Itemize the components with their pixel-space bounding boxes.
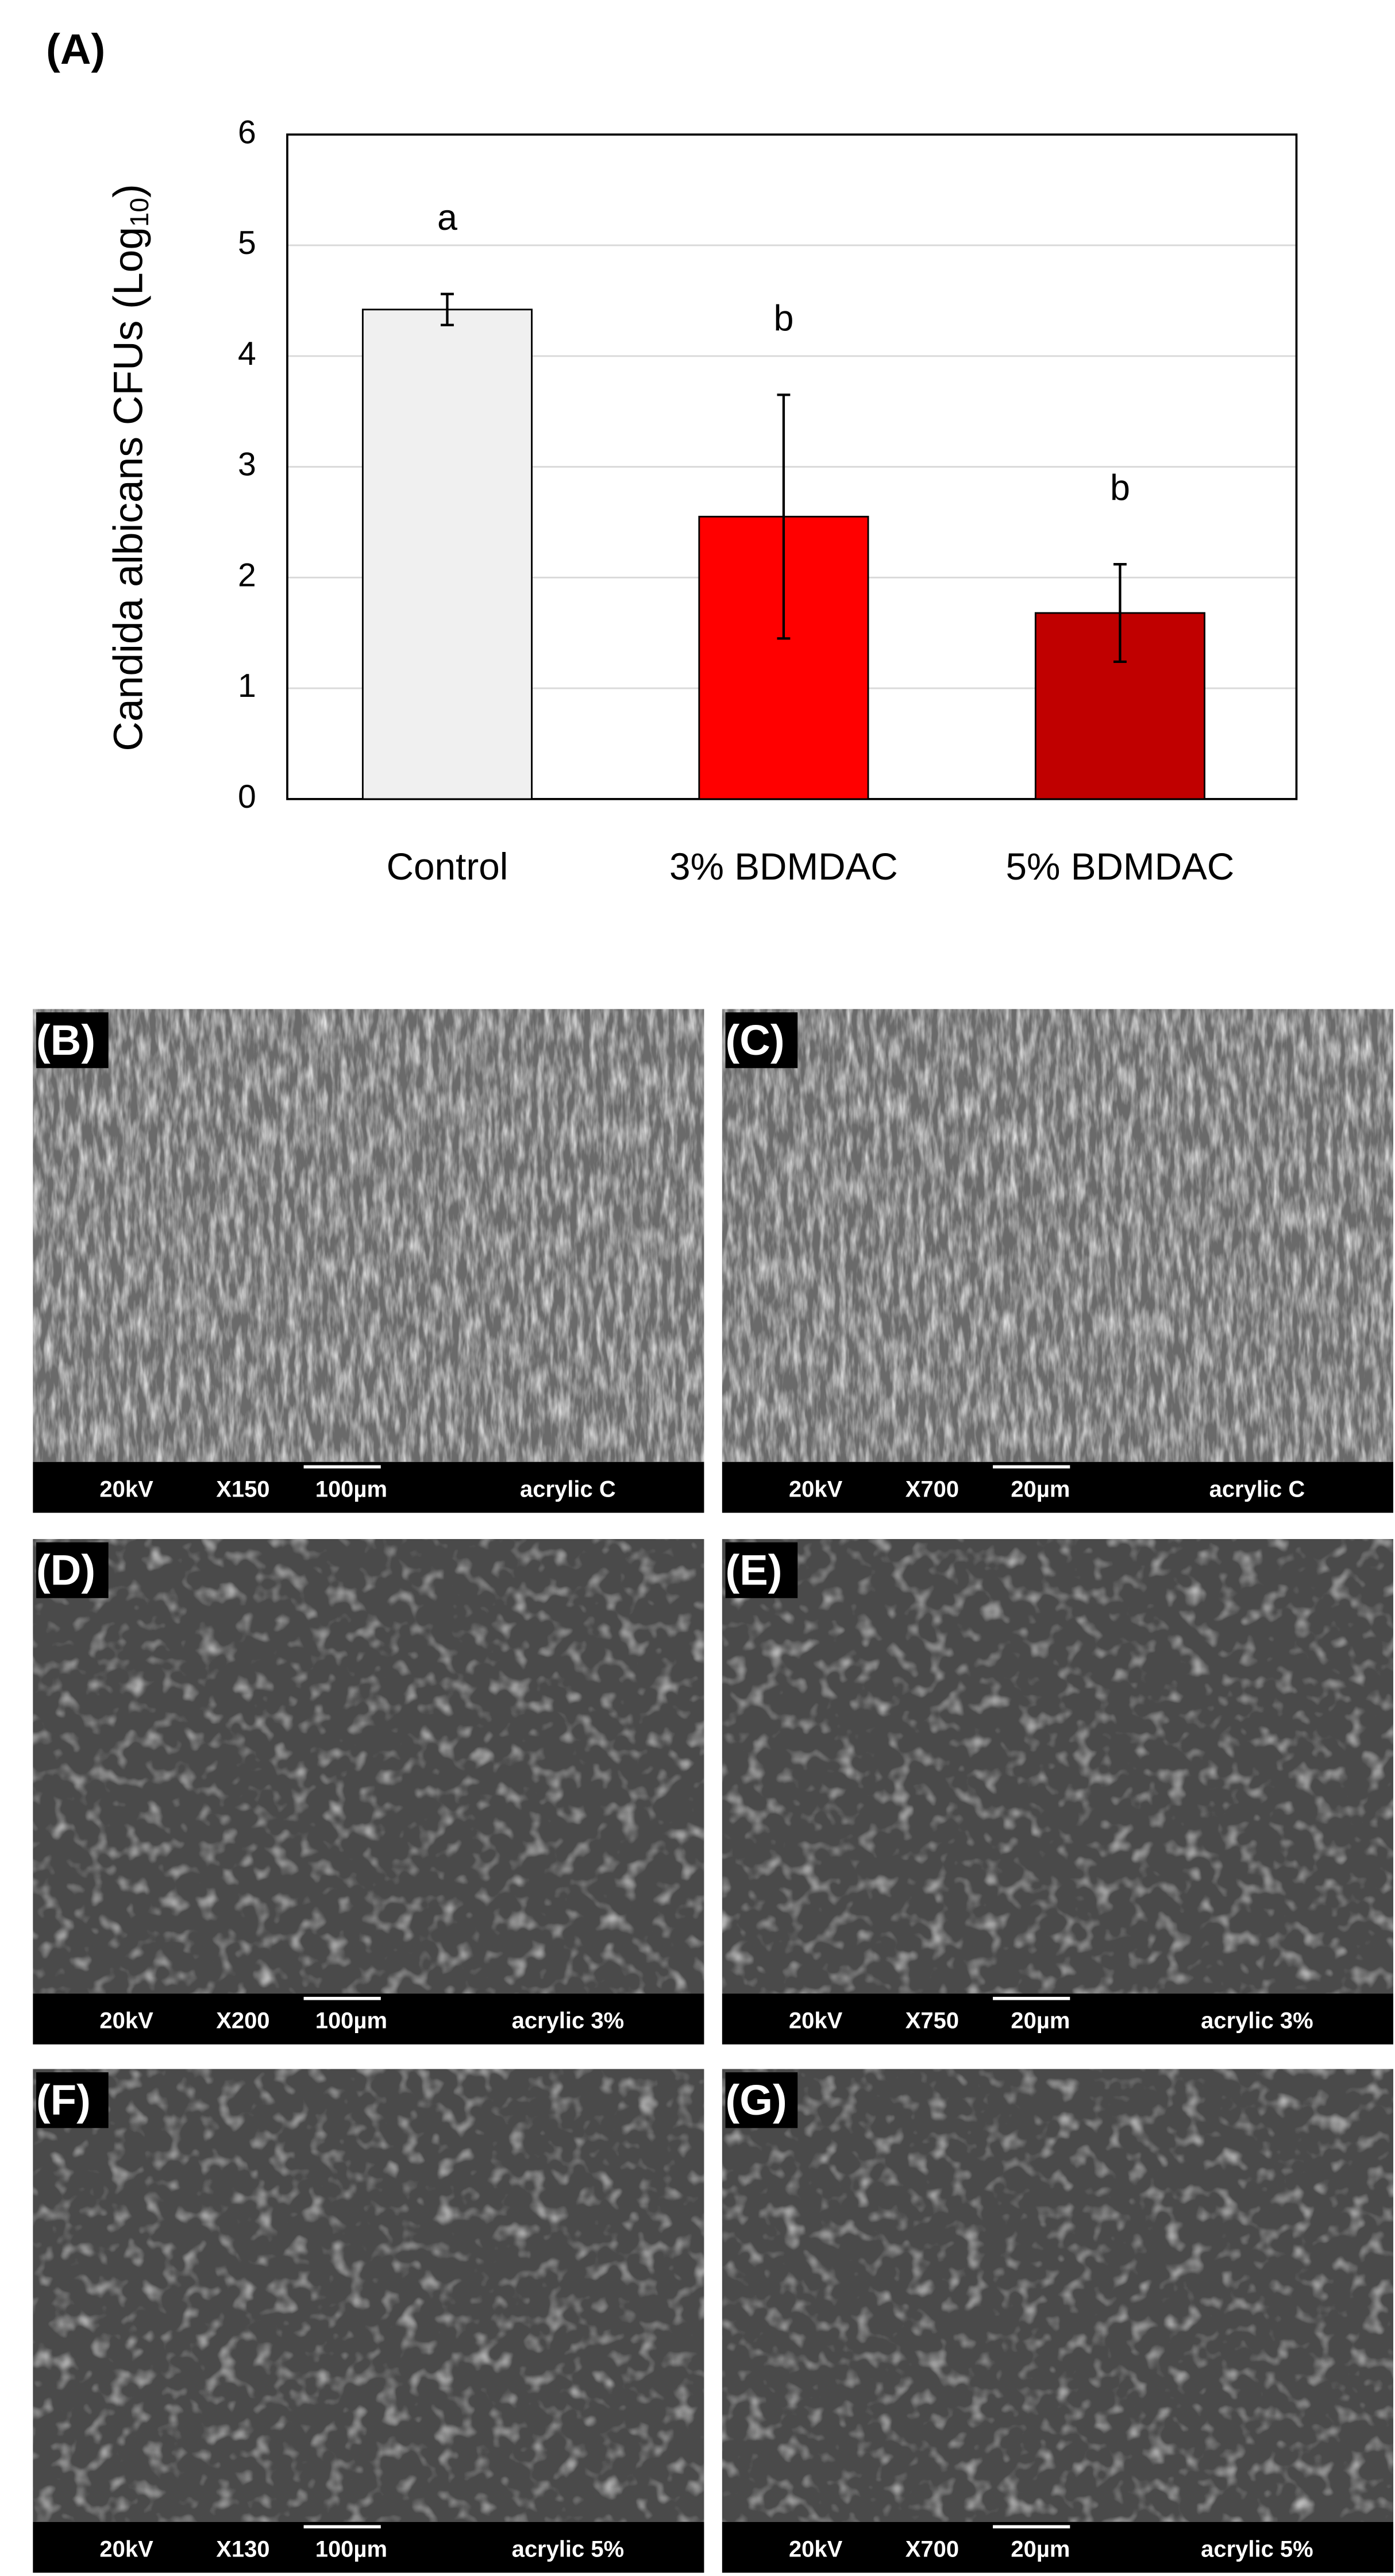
sem-voltage: 20kV	[99, 1476, 153, 1502]
panel-label: (G)	[726, 2076, 787, 2124]
x-tick-label: 5% BDMDAC	[1006, 846, 1235, 888]
y-axis-label-end: )	[106, 184, 152, 198]
sem-texture	[722, 2069, 1393, 2522]
sem-magnification: X700	[905, 2536, 959, 2562]
sem-sample: acrylic C	[1209, 1476, 1305, 1502]
y-tick-label: 5	[238, 225, 256, 261]
y-axis-label: Candida albicans CFUs (Log10)	[106, 184, 154, 751]
y-tick-label: 6	[238, 114, 256, 151]
sem-voltage: 20kV	[789, 2008, 843, 2034]
sem-scale: 100µm	[315, 2536, 387, 2562]
panel-label: (E)	[726, 1547, 783, 1594]
bar	[361, 308, 533, 800]
sem-sample: acrylic 3%	[1201, 2008, 1313, 2034]
sem-sample: acrylic C	[520, 1476, 616, 1502]
panel-label: (B)	[36, 1016, 95, 1064]
significance-letter: b	[773, 298, 793, 338]
y-tick-label: 4	[238, 336, 256, 372]
info-bar	[722, 1993, 1393, 2045]
sem-sample: acrylic 5%	[512, 2536, 625, 2562]
sem-texture	[722, 1009, 1393, 1462]
y-axis-label-text: Candida albicans CFUs (Log	[106, 227, 152, 751]
sem-scale: 20µm	[1011, 1476, 1070, 1502]
label-box	[36, 1012, 109, 1069]
info-bar	[33, 2521, 704, 2573]
label-box	[725, 1012, 798, 1069]
sem-magnification: X150	[216, 1476, 269, 1502]
sem-sample: acrylic 3%	[512, 2008, 625, 2034]
sem-scale: 20µm	[1011, 2008, 1070, 2034]
sem-voltage: 20kV	[789, 2536, 843, 2562]
x-tick-label: 3% BDMDAC	[669, 846, 898, 888]
sem-voltage: 20kV	[99, 2008, 153, 2034]
sem-voltage: 20kV	[789, 1476, 843, 1502]
significance-letter: b	[1110, 468, 1130, 508]
label-box	[725, 1542, 798, 1598]
sem-magnification: X750	[905, 2008, 959, 2034]
info-bar	[33, 1461, 704, 1513]
info-bar	[33, 1993, 704, 2045]
info-bar	[722, 1461, 1393, 1513]
sem-scale: 100µm	[315, 2008, 387, 2034]
sem-magnification: X700	[905, 1476, 959, 1502]
sem-texture	[33, 1009, 704, 1462]
sem-texture	[33, 1538, 704, 1994]
label-box	[36, 2072, 109, 2128]
y-tick-label: 0	[238, 778, 256, 815]
y-tick-label: 2	[238, 557, 256, 593]
significance-letter: a	[437, 198, 457, 238]
x-tick-label: Control	[387, 846, 508, 888]
y-tick-label: 1	[238, 668, 256, 704]
panel-label: (C)	[726, 1016, 785, 1064]
panel-label: (D)	[36, 1547, 95, 1594]
label-box	[36, 1542, 109, 1598]
panel-label: (F)	[36, 2076, 91, 2124]
panel-label: (A)	[46, 25, 105, 73]
label-box	[725, 2072, 798, 2128]
info-bar	[722, 2521, 1393, 2573]
bar	[1034, 612, 1205, 800]
sem-sample: acrylic 5%	[1201, 2536, 1313, 2562]
y-tick-label: 3	[238, 446, 256, 483]
sem-magnification: X130	[216, 2536, 269, 2562]
y-axis-label-subscript: 10	[125, 198, 154, 227]
sem-texture	[33, 2069, 704, 2522]
sem-scale: 20µm	[1011, 2536, 1070, 2562]
sem-texture	[722, 1538, 1393, 1994]
sem-scale: 100µm	[315, 1476, 387, 1502]
sem-magnification: X200	[216, 2008, 269, 2034]
sem-voltage: 20kV	[99, 2536, 153, 2562]
